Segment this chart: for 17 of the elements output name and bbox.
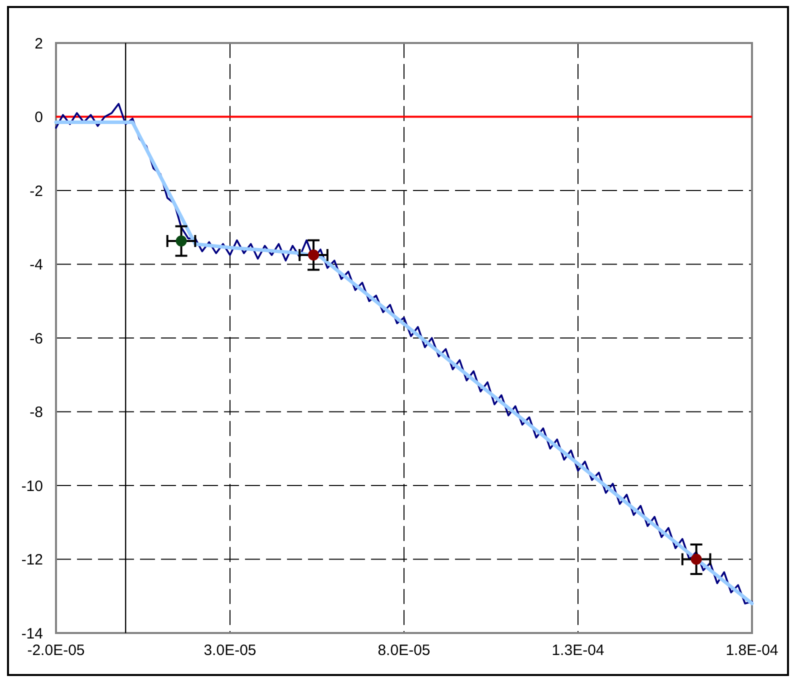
y-tick-label: 2 (34, 35, 43, 52)
y-tick-label: 0 (34, 109, 43, 126)
point (176, 236, 187, 247)
y-tick-label: -4 (30, 256, 43, 274)
x-tick-label: 8.0E-05 (378, 642, 430, 659)
point (308, 250, 320, 261)
y-tick-label: -12 (21, 552, 43, 568)
y-tick-label: -2 (30, 182, 43, 200)
x-tick-label: -2.0E-05 (27, 642, 85, 659)
point (690, 554, 702, 565)
y-tick-label: -14 (21, 625, 43, 642)
y-tick-label: -10 (21, 478, 43, 495)
x-tick-label: 1.8E-04 (726, 642, 778, 659)
x-tick-label: 3.0E-05 (204, 642, 256, 659)
y-tick-label: -8 (30, 404, 43, 421)
x-tick-label: 1.3E-04 (552, 642, 604, 659)
y-tick-label: -6 (30, 330, 43, 348)
